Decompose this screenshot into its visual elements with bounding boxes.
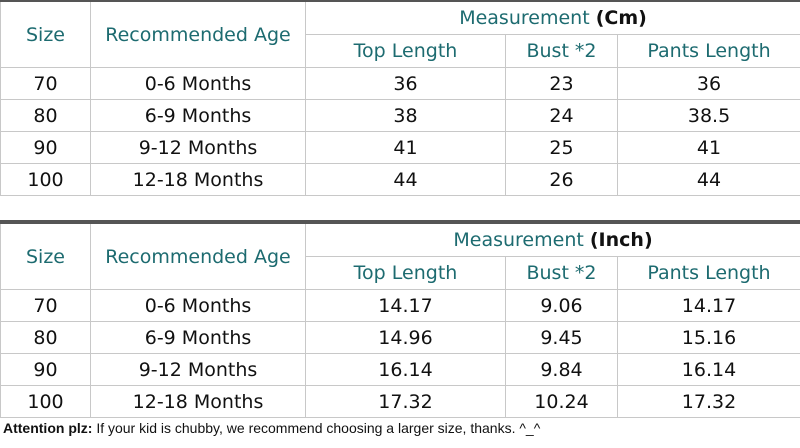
cell: 17.32 — [616, 385, 800, 418]
note: Attention plz: If your kid is chubby, we… — [3, 420, 540, 436]
cell: 9.06 — [505, 289, 618, 322]
data-row: 80 6-9 Months 14.96 9.45 15.16 — [0, 321, 800, 354]
cell: 80 — [0, 99, 91, 132]
cell: 9.84 — [505, 353, 618, 386]
cell: 6-9 Months — [90, 99, 306, 132]
separator — [0, 194, 800, 222]
cell: 0-6 Months — [90, 289, 306, 322]
header-cell: Top Length — [305, 256, 506, 290]
cell: 14.17 — [616, 289, 800, 322]
cell: 41 — [305, 131, 506, 164]
cell: 9-12 Months — [90, 353, 306, 386]
cell: 100 — [0, 385, 91, 418]
cell: 44 — [305, 163, 506, 196]
data-row: 90 9-12 Months 16.14 9.84 16.14 — [0, 353, 800, 386]
header-row: Size Recommended Age Measurement (Cm) — [0, 0, 800, 68]
cell: 90 — [0, 131, 91, 164]
size-table: Size Recommended Age Measurement (Cm) Top L… — [0, 0, 800, 196]
unit-label: (Inch) — [589, 229, 653, 251]
header-cell: Size — [0, 0, 91, 68]
data-row: 90 9-12 Months 41 25 41 — [0, 131, 800, 164]
cell: 44 — [616, 163, 800, 196]
unit-label: (Cm) — [595, 7, 647, 29]
header-row: Top Length Bust *2 Pants Length — [1, 34, 800, 68]
cell: 80 — [0, 321, 91, 354]
cell: 10.24 — [505, 385, 618, 418]
cell: 41 — [616, 131, 800, 164]
header-cell: Recommended Age — [90, 222, 306, 290]
cell: 15.16 — [616, 321, 800, 354]
header-row: Top Length Bust *2 Pants Length — [1, 256, 800, 290]
cell: 9.45 — [505, 321, 618, 354]
cell: 17.32 — [305, 385, 506, 418]
cell: 36 — [305, 67, 506, 100]
cell: 14.96 — [305, 321, 506, 354]
measurement-label: Measurement — [459, 7, 590, 29]
note-text: If your kid is chubby, we recommend choo… — [96, 420, 541, 436]
header-cell: Measurement (Inch) — [304, 222, 800, 257]
cell: 16.14 — [616, 353, 800, 386]
measurement-label: Measurement — [453, 229, 584, 251]
header-cell: Pants Length — [616, 256, 800, 290]
cell: 12-18 Months — [90, 385, 306, 418]
cell: 70 — [0, 67, 91, 100]
cell: 38.5 — [616, 99, 800, 132]
cell: 24 — [505, 99, 618, 132]
header-cell: Pants Length — [616, 34, 800, 68]
cell: 26 — [505, 163, 618, 196]
cell: 12-18 Months — [90, 163, 306, 196]
note-label: Attention plz: — [3, 420, 93, 436]
cell: 23 — [505, 67, 618, 100]
header-row: Size Recommended Age Measurement (Inch) — [0, 222, 800, 290]
data-row: 70 0-6 Months 36 23 36 — [0, 67, 800, 100]
data-row: 70 0-6 Months 14.17 9.06 14.17 — [0, 289, 800, 322]
cell: 6-9 Months — [90, 321, 306, 354]
cell: 90 — [0, 353, 91, 386]
data-row: 100 12-18 Months 17.32 10.24 17.32 — [0, 385, 800, 418]
cell: 100 — [0, 163, 91, 196]
header-cell: Top Length — [305, 34, 506, 68]
header-cell: Size — [0, 222, 91, 290]
header-cell: Measurement (Cm) — [304, 0, 800, 35]
header-cell: Recommended Age — [90, 0, 306, 68]
header-cell: Bust *2 — [505, 34, 618, 68]
cell: 0-6 Months — [90, 67, 306, 100]
cell: 38 — [305, 99, 506, 132]
cell: 9-12 Months — [90, 131, 306, 164]
cell: 14.17 — [305, 289, 506, 322]
cell: 70 — [0, 289, 91, 322]
cell: 16.14 — [305, 353, 506, 386]
data-row: 100 12-18 Months 44 26 44 — [0, 163, 800, 196]
size-table: Size Recommended Age Measurement (Inch) Top… — [0, 222, 800, 418]
data-row: 80 6-9 Months 38 24 38.5 — [0, 99, 800, 132]
cell: 25 — [505, 131, 618, 164]
cell: 36 — [616, 67, 800, 100]
header-cell: Bust *2 — [505, 256, 618, 290]
